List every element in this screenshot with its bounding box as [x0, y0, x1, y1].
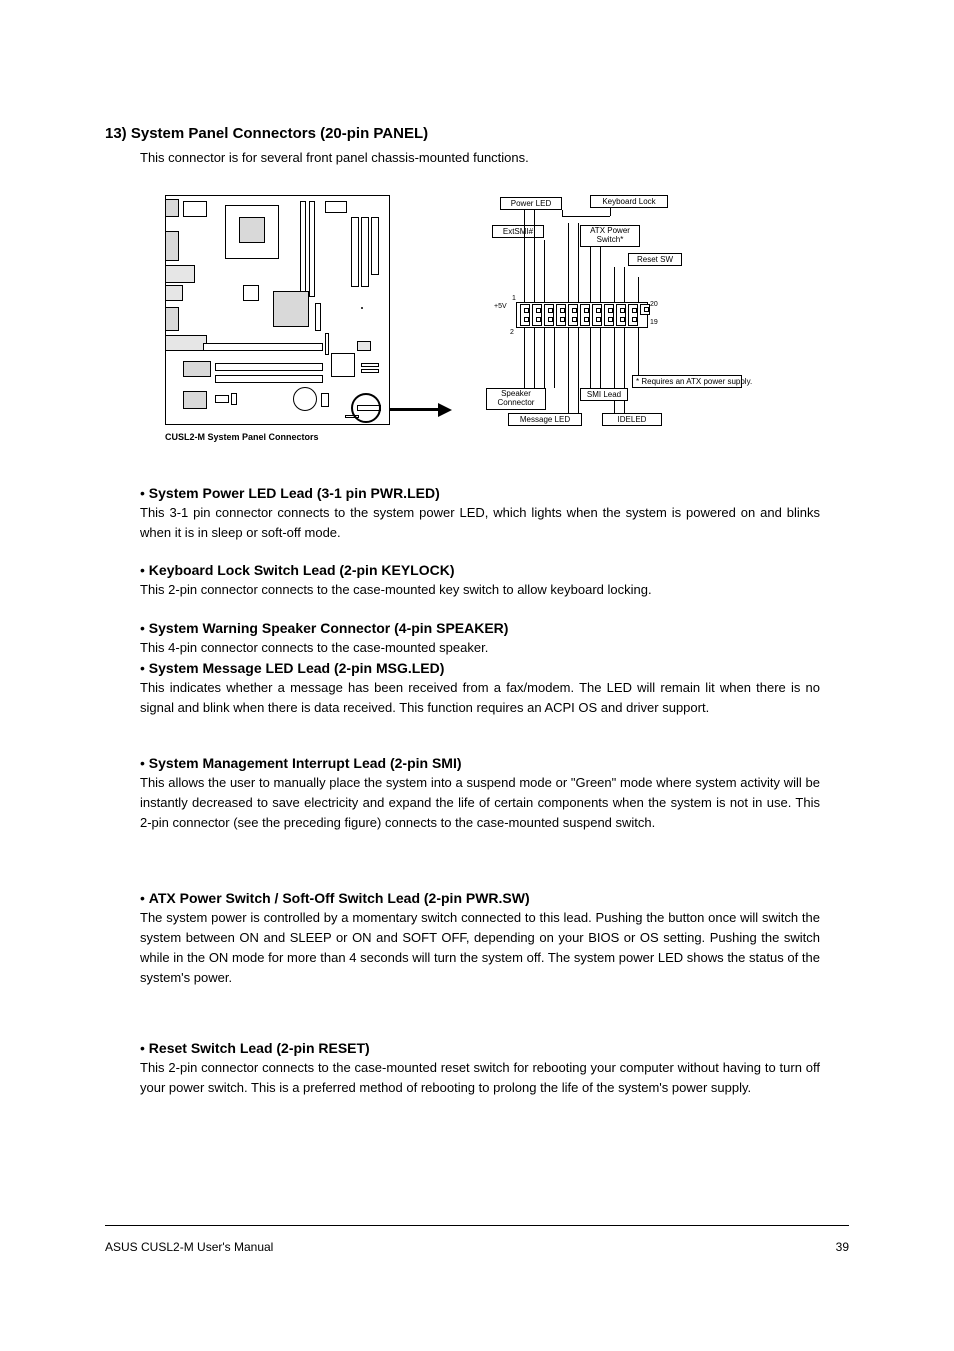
section-reset-title: • Reset Switch Lead (2-pin RESET) [140, 1040, 820, 1056]
arrow-line [390, 408, 440, 411]
pin-header-diagram: Power LED Keyboard Lock ExtSMI# ATX Powe… [450, 195, 750, 455]
pin-num-2: 2 [510, 329, 514, 336]
section-msgled-title: • System Message LED Lead (2-pin MSG.LED… [140, 660, 820, 676]
section-keylock-body: This 2-pin connector connects to the cas… [140, 580, 820, 600]
section-pled-body: This 3-1 pin connector connects to the s… [140, 503, 820, 543]
section-speaker-body: This 4-pin connector connects to the cas… [140, 638, 820, 658]
pin-num-20: 20 [650, 301, 658, 308]
section-speaker-title: • System Warning Speaker Connector (4-pi… [140, 620, 820, 636]
main-heading: 13) System Panel Connectors (20-pin PANE… [105, 125, 428, 142]
section-smi: • System Management Interrupt Lead (2-pi… [140, 755, 820, 833]
section-msgled: • System Message LED Lead (2-pin MSG.LED… [140, 660, 820, 718]
section-pwrbtn-body: The system power is controlled by a mome… [140, 908, 820, 989]
label-msgled: Message LED [508, 413, 582, 426]
section-smi-body: This allows the user to manually place t… [140, 773, 820, 833]
label-pwrled: Power LED [500, 197, 562, 210]
section-speaker: • System Warning Speaker Connector (4-pi… [140, 620, 820, 658]
section-reset-body: This 2-pin connector connects to the cas… [140, 1058, 820, 1098]
label-atxpwr: ATX PowerSwitch* [580, 225, 640, 247]
section-pled: • System Power LED Lead (3-1 pin PWR.LED… [140, 485, 820, 543]
diagram-caption: CUSL2-M System Panel Connectors [165, 432, 319, 442]
footer-left: ASUS CUSL2-M User's Manual [105, 1240, 273, 1254]
footer-divider [105, 1225, 849, 1226]
footer-right: 39 [836, 1240, 849, 1254]
section-smi-title: • System Management Interrupt Lead (2-pi… [140, 755, 820, 771]
section-pwrbtn: • ATX Power Switch / Soft-Off Switch Lea… [140, 890, 820, 989]
label-speaker: SpeakerConnector [486, 388, 546, 410]
pin-label-5v: +5V [494, 303, 507, 310]
section-keylock: • Keyboard Lock Switch Lead (2-pin KEYLO… [140, 562, 820, 600]
label-exsmi: ExtSMI# [492, 225, 544, 238]
section-msgled-body: This indicates whether a message has bee… [140, 678, 820, 718]
section-reset: • Reset Switch Lead (2-pin RESET) This 2… [140, 1040, 820, 1098]
label-note: * Requires an ATX power supply. [632, 375, 742, 388]
motherboard-diagram [165, 195, 390, 425]
section-keylock-title: • Keyboard Lock Switch Lead (2-pin KEYLO… [140, 562, 820, 578]
pin-num-1: 1 [512, 295, 516, 302]
page: 13) System Panel Connectors (20-pin PANE… [0, 0, 954, 1351]
label-reset: Reset SW [628, 253, 682, 266]
section-pled-title: • System Power LED Lead (3-1 pin PWR.LED… [140, 485, 820, 501]
subtitle: This connector is for several front pane… [140, 148, 529, 168]
label-smi: SMI Lead [580, 388, 628, 401]
label-keylock: Keyboard Lock [590, 195, 668, 208]
pin-num-19: 19 [650, 319, 658, 326]
label-ideled: IDELED [602, 413, 662, 426]
section-pwrbtn-title: • ATX Power Switch / Soft-Off Switch Lea… [140, 890, 820, 906]
